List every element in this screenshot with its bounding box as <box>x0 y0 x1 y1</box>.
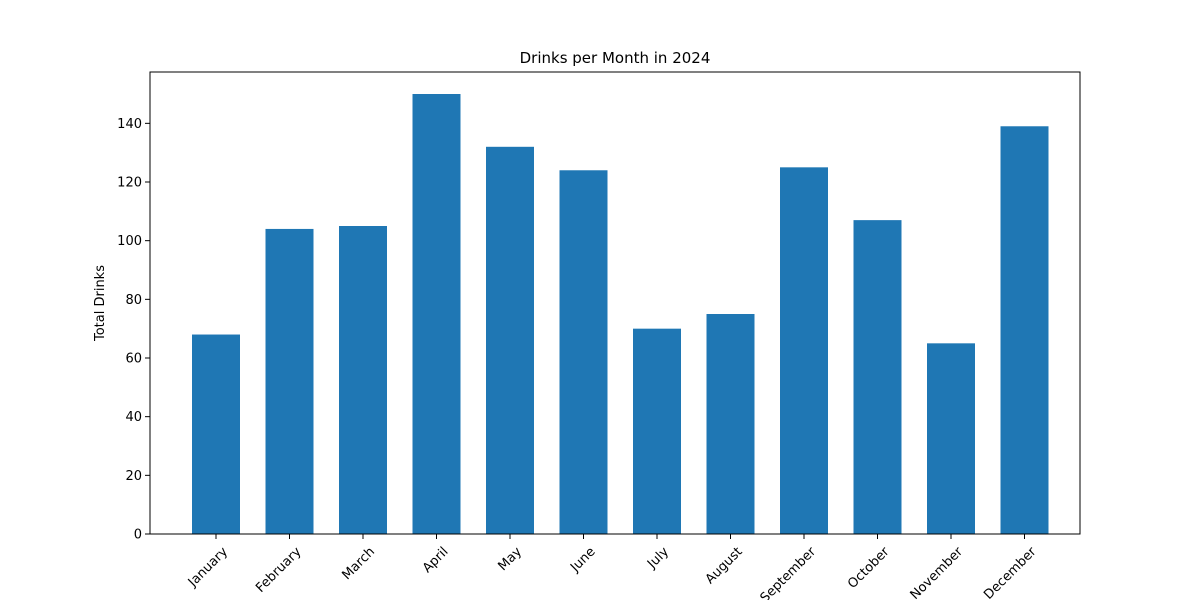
y-axis-ticks: 0 20 40 60 80 100 120 140 <box>117 117 150 543</box>
x-tick-label-december: December <box>981 544 1040 600</box>
y-tick-label: 60 <box>125 352 142 367</box>
x-tick-label-july: July <box>644 544 672 572</box>
y-tick-label: 0 <box>134 528 142 543</box>
bar-december <box>1000 126 1049 535</box>
x-axis-ticks: January February March April May June July Augu… <box>185 534 1040 604</box>
chart-title: Drinks per Month in 2024 <box>520 49 711 67</box>
x-tick-label-february: February <box>253 544 305 596</box>
x-tick-label-june: June <box>567 544 598 575</box>
bar-august <box>706 314 755 534</box>
bar-september <box>780 167 828 534</box>
x-tick-label-october: October <box>845 544 893 592</box>
bar-july <box>633 328 681 534</box>
y-tick-label: 20 <box>125 469 142 484</box>
plot-area-frame <box>149 71 1081 535</box>
x-tick-label-january: January <box>185 544 231 590</box>
bar-april <box>412 94 461 534</box>
y-tick-label: 100 <box>117 234 142 249</box>
y-tick-label: 40 <box>125 410 142 425</box>
x-tick-label-november: November <box>908 544 967 600</box>
y-axis-label: Total Drinks <box>93 265 108 342</box>
x-tick-label-september: September <box>758 544 820 600</box>
bar-june <box>559 170 608 534</box>
y-tick-label: 80 <box>125 293 142 308</box>
x-tick-label-august: August <box>703 544 746 587</box>
bar-march <box>339 226 387 534</box>
bar-november <box>927 343 975 534</box>
x-tick-label-may: May <box>495 544 525 574</box>
bar-february <box>265 228 314 534</box>
bars-group <box>192 94 1049 535</box>
bar-october <box>853 220 902 534</box>
x-tick-label-april: April <box>420 544 452 576</box>
x-tick-label-march: March <box>339 544 378 583</box>
bar-may <box>486 146 534 535</box>
y-tick-label: 120 <box>117 176 142 191</box>
bar-january <box>192 334 240 534</box>
y-tick-label: 140 <box>117 117 142 132</box>
